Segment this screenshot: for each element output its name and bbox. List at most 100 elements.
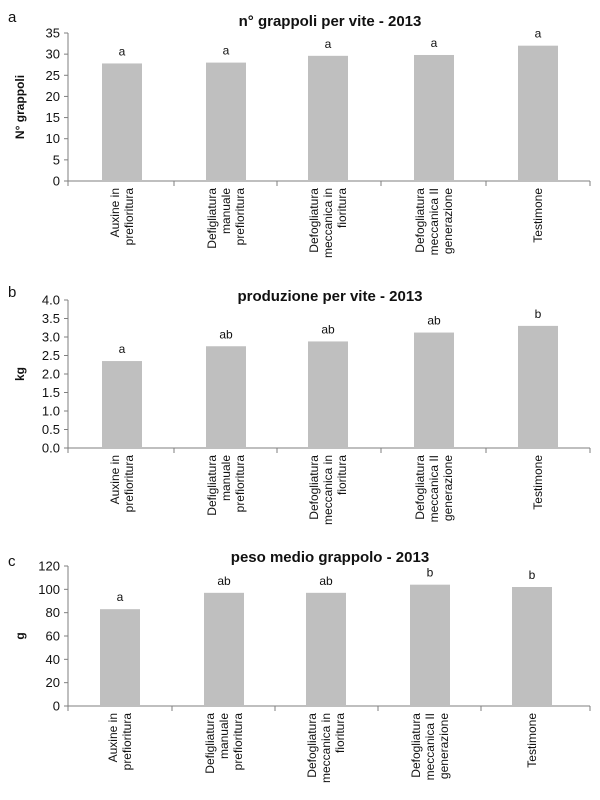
y-tick-label: 40 (46, 652, 60, 667)
bar-4 (414, 332, 454, 448)
x-tick-label: prefioritura (231, 713, 245, 771)
y-tick-label: 20 (46, 89, 60, 104)
x-tick-label: Auxine in (108, 455, 122, 504)
significance-label: ab (321, 322, 335, 336)
y-tick-label: 0.0 (42, 441, 60, 456)
y-tick-label: 35 (46, 26, 60, 41)
bar-1 (102, 63, 142, 182)
significance-label: a (223, 44, 230, 58)
x-tick-label: Defogliatura (413, 455, 427, 520)
significance-label: a (117, 590, 124, 604)
chart-title: produzione per vite - 2013 (237, 288, 422, 305)
bar-2 (204, 592, 244, 706)
y-tick-label: 0.5 (42, 422, 60, 437)
panel-letter: b (8, 284, 16, 301)
chart-panel-a: a n° grappoli per vite - 2013 N° grappoli 0… (8, 9, 591, 258)
significance-label: ab (219, 327, 233, 341)
x-tick-label: Defigliatura (203, 713, 217, 774)
significance-label: a (119, 44, 126, 58)
x-tick-label: meccanica in (321, 188, 335, 258)
significance-label: a (119, 342, 126, 356)
bar-4 (410, 584, 450, 706)
y-tick-label: 15 (46, 110, 60, 125)
bar-3 (308, 341, 348, 448)
bar-5 (512, 587, 552, 706)
x-tick-label: Auxine in (108, 188, 122, 237)
bar-4 (414, 54, 454, 181)
y-axis-label: g (13, 632, 27, 639)
y-tick-label: 1.0 (42, 404, 60, 419)
bar-5 (518, 45, 558, 181)
x-tick-label: prefioritura (122, 188, 136, 246)
significance-label: a (535, 27, 542, 41)
x-tick-label: meccanica II (423, 713, 437, 780)
y-tick-label: 3.0 (42, 330, 60, 345)
x-tick-label: Testimone (525, 713, 539, 768)
y-axis-label: kg (13, 367, 27, 381)
bar-1 (100, 609, 140, 706)
y-tick-label: 60 (46, 629, 60, 644)
x-tick-label: generazione (441, 455, 455, 521)
y-tick-label: 2.0 (42, 367, 60, 382)
x-tick-label: Defigliatura (205, 188, 219, 249)
chart-title: n° grappoli per vite - 2013 (239, 13, 422, 30)
x-tick-label: generazione (437, 713, 451, 779)
significance-label: b (427, 566, 434, 580)
x-tick-label: manuale (219, 455, 233, 501)
y-tick-label: 3.5 (42, 311, 60, 326)
y-tick-label: 0 (53, 699, 60, 714)
x-tick-label: manuale (217, 713, 231, 759)
significance-label: ab (217, 574, 231, 588)
x-tick-label: Defogliatura (305, 713, 319, 778)
x-tick-label: Defogliatura (409, 713, 423, 778)
significance-label: b (529, 568, 536, 582)
x-tick-label: meccanica in (319, 713, 333, 783)
y-tick-label: 4.0 (42, 293, 60, 308)
x-tick-label: Testimone (531, 455, 545, 510)
x-tick-label: prefioritura (122, 455, 136, 513)
significance-label: ab (427, 314, 441, 328)
chart-title: peso medio grappolo - 2013 (231, 549, 429, 566)
x-tick-label: meccanica II (427, 188, 441, 255)
panel-letter: c (8, 553, 16, 570)
x-tick-label: meccanica in (321, 455, 335, 525)
x-tick-label: Defogliatura (307, 455, 321, 520)
bar-3 (306, 592, 346, 706)
significance-label: b (535, 307, 542, 321)
bar-5 (518, 325, 558, 448)
x-tick-label: manuale (219, 188, 233, 234)
panel-letter: a (8, 9, 17, 26)
significance-label: a (431, 36, 438, 50)
x-tick-label: fioritura (333, 713, 347, 753)
significance-label: ab (319, 574, 333, 588)
x-tick-label: prefioritura (233, 455, 247, 513)
bar-1 (102, 361, 142, 448)
bar-2 (206, 346, 246, 448)
x-tick-label: prefioritura (233, 188, 247, 246)
x-tick-label: Defogliatura (413, 188, 427, 253)
y-tick-label: 20 (46, 675, 60, 690)
y-tick-label: 10 (46, 131, 60, 146)
x-tick-label: Testimone (531, 188, 545, 243)
bar-2 (206, 62, 246, 181)
x-tick-label: generazione (441, 188, 455, 254)
y-axis-label: N° grappoli (13, 75, 27, 139)
x-tick-label: fioritura (335, 188, 349, 228)
y-tick-label: 30 (46, 47, 60, 62)
bar-3 (308, 55, 348, 181)
x-tick-label: fioritura (335, 455, 349, 495)
x-tick-label: Defigliatura (205, 455, 219, 516)
y-tick-label: 0 (53, 174, 60, 189)
x-tick-label: Defogliatura (307, 188, 321, 253)
y-tick-label: 2.5 (42, 348, 60, 363)
significance-label: a (325, 37, 332, 51)
y-tick-label: 25 (46, 68, 60, 83)
chart-panel-b: b produzione per vite - 2013 kg 0.0 0.5 1.0 1.… (8, 284, 591, 525)
chart-panel-c: c peso medio grappolo - 2013 g 0 20 40 60 80 100… (8, 549, 591, 783)
y-tick-label: 100 (38, 582, 60, 597)
y-tick-label: 5 (53, 152, 60, 167)
x-tick-label: prefioritura (120, 713, 134, 771)
x-tick-label: meccanica II (427, 455, 441, 522)
y-tick-label: 80 (46, 605, 60, 620)
